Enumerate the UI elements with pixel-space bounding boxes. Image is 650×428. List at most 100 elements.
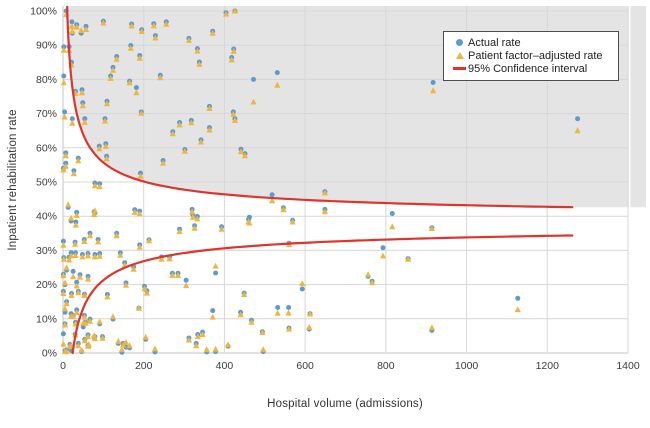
adjusted-rate-point: [138, 28, 145, 34]
adjusted-rate-point: [69, 28, 76, 34]
adjusted-rate-point: [68, 214, 75, 221]
y-tick-label: 30%: [36, 245, 57, 257]
y-tick-label: 40%: [36, 211, 57, 223]
adjusted-rate-point: [86, 317, 94, 324]
y-axis-title: Inpatient rehabilitation rate: [7, 109, 19, 251]
adjusted-rate-point: [107, 75, 114, 81]
adjusted-rate-point: [237, 311, 244, 318]
adjusted-rate-point: [81, 238, 88, 244]
adjusted-rate-point: [100, 19, 107, 26]
adjusted-rate-point: [70, 273, 77, 280]
adjusted-rate-point: [60, 241, 67, 248]
adjusted-rate-point: [428, 225, 435, 231]
adjusted-rate-point: [91, 253, 98, 260]
adjusted-rate-point: [405, 255, 412, 262]
adjusted-rate-point: [102, 143, 109, 149]
adjusted-rate-point: [166, 255, 173, 262]
adjusted-rate-point: [231, 7, 238, 14]
adjusted-rate-point: [230, 48, 237, 54]
adjusted-rate-point: [81, 118, 88, 125]
adjusted-rate-point: [76, 273, 83, 280]
adjusted-rate-point: [66, 256, 73, 263]
adjusted-rate-point: [203, 346, 210, 353]
adjusted-rate-point: [176, 228, 183, 235]
adjusted-rate-point: [143, 289, 150, 296]
actual-rate-point: [60, 238, 66, 244]
adjusted-rate-point: [274, 309, 281, 316]
y-tick-label: 10%: [36, 313, 57, 325]
actual-rate-point: [61, 73, 67, 79]
adjusted-rate-point: [99, 334, 106, 341]
x-tick-label: 400: [216, 360, 234, 372]
adjusted-rate-point: [95, 238, 102, 245]
actual-rate-point: [74, 279, 80, 285]
adjusted-rate-point: [96, 145, 103, 152]
adjusted-rate-point: [185, 336, 192, 343]
adjusted-rate-point: [60, 46, 67, 53]
adjusted-rate-point: [136, 54, 143, 61]
adjusted-rate-point: [209, 29, 216, 36]
adjusted-rate-point: [289, 218, 296, 225]
adjusted-rate-point: [126, 79, 133, 86]
adjusted-rate-point: [369, 279, 376, 285]
actual-rate-point: [61, 44, 67, 50]
actual-rate-point: [60, 331, 66, 337]
adjusted-rate-point: [60, 166, 67, 173]
adjusted-rate-point: [60, 340, 67, 347]
adjusted-rate-point: [91, 182, 98, 189]
adjusted-rate-point: [191, 224, 198, 231]
legend: Actual rate Patient factor–adjusted rate…: [443, 31, 619, 81]
adjusted-rate-point: [379, 252, 387, 259]
adjusted-rate-point: [73, 23, 80, 30]
adjusted-rate-point: [299, 280, 306, 287]
adjusted-rate-point: [237, 148, 245, 155]
adjusted-rate-point: [68, 252, 75, 259]
actual-rate-point: [133, 85, 139, 91]
adjusted-rate-point: [206, 126, 213, 133]
adjusted-rate-point: [62, 162, 69, 169]
adjusted-rate-point: [268, 197, 276, 204]
adjusted-rate-point: [137, 172, 144, 179]
adjusted-rate-point: [306, 310, 314, 317]
adjusted-rate-point: [84, 275, 92, 282]
confidence-interval-line-icon: [451, 67, 468, 70]
adjusted-rate-point: [122, 281, 130, 288]
adjusted-rate-point: [157, 74, 164, 81]
adjusted-rate-point: [84, 252, 92, 259]
adjusted-rate-point: [113, 232, 120, 239]
adjusted-rate-point: [274, 81, 281, 88]
adjusted-rate-point: [181, 147, 188, 154]
adjusted-rate-point: [115, 338, 122, 344]
adjusted-rate-point: [91, 332, 98, 339]
actual-rate-point: [286, 305, 292, 310]
adjusted-rate-point: [193, 342, 200, 349]
adjusted-rate-point: [69, 119, 76, 126]
actual-rate-point: [213, 270, 219, 276]
adjusted-rate-point: [63, 300, 70, 307]
y-tick-label: 60%: [36, 142, 57, 154]
y-tick-label: 80%: [36, 74, 57, 86]
adjusted-rate-point: [321, 189, 328, 196]
adjusted-rate-point: [230, 110, 237, 117]
actual-rate-point: [69, 19, 75, 25]
y-tick-label: 70%: [36, 108, 57, 120]
actual-rate-point: [246, 214, 252, 220]
adjusted-rate-point: [514, 306, 521, 313]
adjusted-rate-point: [574, 127, 581, 134]
adjusted-rate-point: [130, 265, 137, 272]
adjusted-rate-point: [75, 157, 82, 164]
adjusted-rate-point: [169, 130, 176, 137]
y-tick-label: 90%: [36, 40, 57, 52]
actual-rate-point: [210, 308, 216, 314]
y-tick-label: 20%: [36, 279, 57, 291]
adjusted-rate-point: [136, 243, 143, 250]
adjusted-rate-point: [127, 44, 134, 51]
adjusted-rate-point: [86, 232, 94, 239]
adjusted-rate-point: [75, 342, 82, 349]
actual-rate-point: [80, 324, 86, 330]
adjusted-rate-point: [68, 292, 75, 298]
adjusted-rate-point: [194, 215, 201, 222]
adjusted-rate-point: [188, 119, 195, 126]
adjusted-rate-point: [142, 333, 149, 340]
adjusted-rate-point: [259, 329, 266, 335]
